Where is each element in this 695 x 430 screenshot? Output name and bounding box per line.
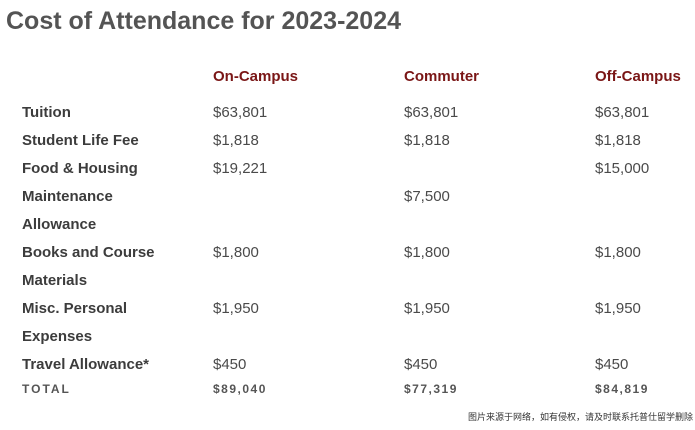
watermark-text: 图片来源于网络，如有侵权，请及时联系托普仕留学删除 — [467, 412, 693, 422]
column-header-on-campus: On-Campus — [213, 68, 299, 85]
cell-tuition-commuter: $63,801 — [404, 104, 459, 121]
cell-misc-on-campus: $1,950 — [213, 300, 259, 317]
cell-books-commuter: $1,800 — [404, 244, 450, 261]
column-header-off-campus: Off-Campus — [595, 68, 681, 85]
cell-student-life-off-campus: $1,818 — [595, 132, 641, 149]
cell-travel-commuter: $450 — [404, 356, 438, 373]
cell-travel-off-campus: $450 — [595, 356, 629, 373]
row-label-travel: Travel Allowance* — [22, 356, 150, 373]
cell-maintenance-commuter: $7,500 — [404, 188, 450, 205]
page-title: Cost of Attendance for 2023-2024 — [6, 7, 402, 35]
row-label-student-life-fee: Student Life Fee — [22, 132, 139, 149]
cell-travel-on-campus: $450 — [213, 356, 247, 373]
row-label-misc-line1: Misc. Personal — [22, 300, 128, 317]
total-label: TOTAL — [22, 382, 71, 396]
row-label-books-line2: Materials — [22, 272, 88, 289]
cell-student-life-commuter: $1,818 — [404, 132, 450, 149]
row-label-misc-line2: Expenses — [22, 328, 93, 345]
cell-food-housing-on-campus: $19,221 — [213, 160, 268, 177]
cell-student-life-on-campus: $1,818 — [213, 132, 259, 149]
cell-misc-off-campus: $1,950 — [595, 300, 641, 317]
row-label-food-housing: Food & Housing — [22, 160, 138, 177]
cell-misc-commuter: $1,950 — [404, 300, 450, 317]
row-label-books-line1: Books and Course — [22, 244, 155, 261]
cell-tuition-off-campus: $63,801 — [595, 104, 650, 121]
row-label-maintenance-line2: Allowance — [22, 216, 97, 233]
total-on-campus: $89,040 — [213, 382, 267, 396]
cell-tuition-on-campus: $63,801 — [213, 104, 268, 121]
total-commuter: $77,319 — [404, 382, 458, 396]
total-off-campus: $84,819 — [595, 382, 649, 396]
cell-books-on-campus: $1,800 — [213, 244, 259, 261]
column-header-commuter: Commuter — [404, 68, 480, 85]
row-label-tuition: Tuition — [22, 104, 71, 121]
cell-food-housing-off-campus: $15,000 — [595, 160, 650, 177]
row-label-maintenance-line1: Maintenance — [22, 188, 113, 205]
cell-books-off-campus: $1,800 — [595, 244, 641, 261]
